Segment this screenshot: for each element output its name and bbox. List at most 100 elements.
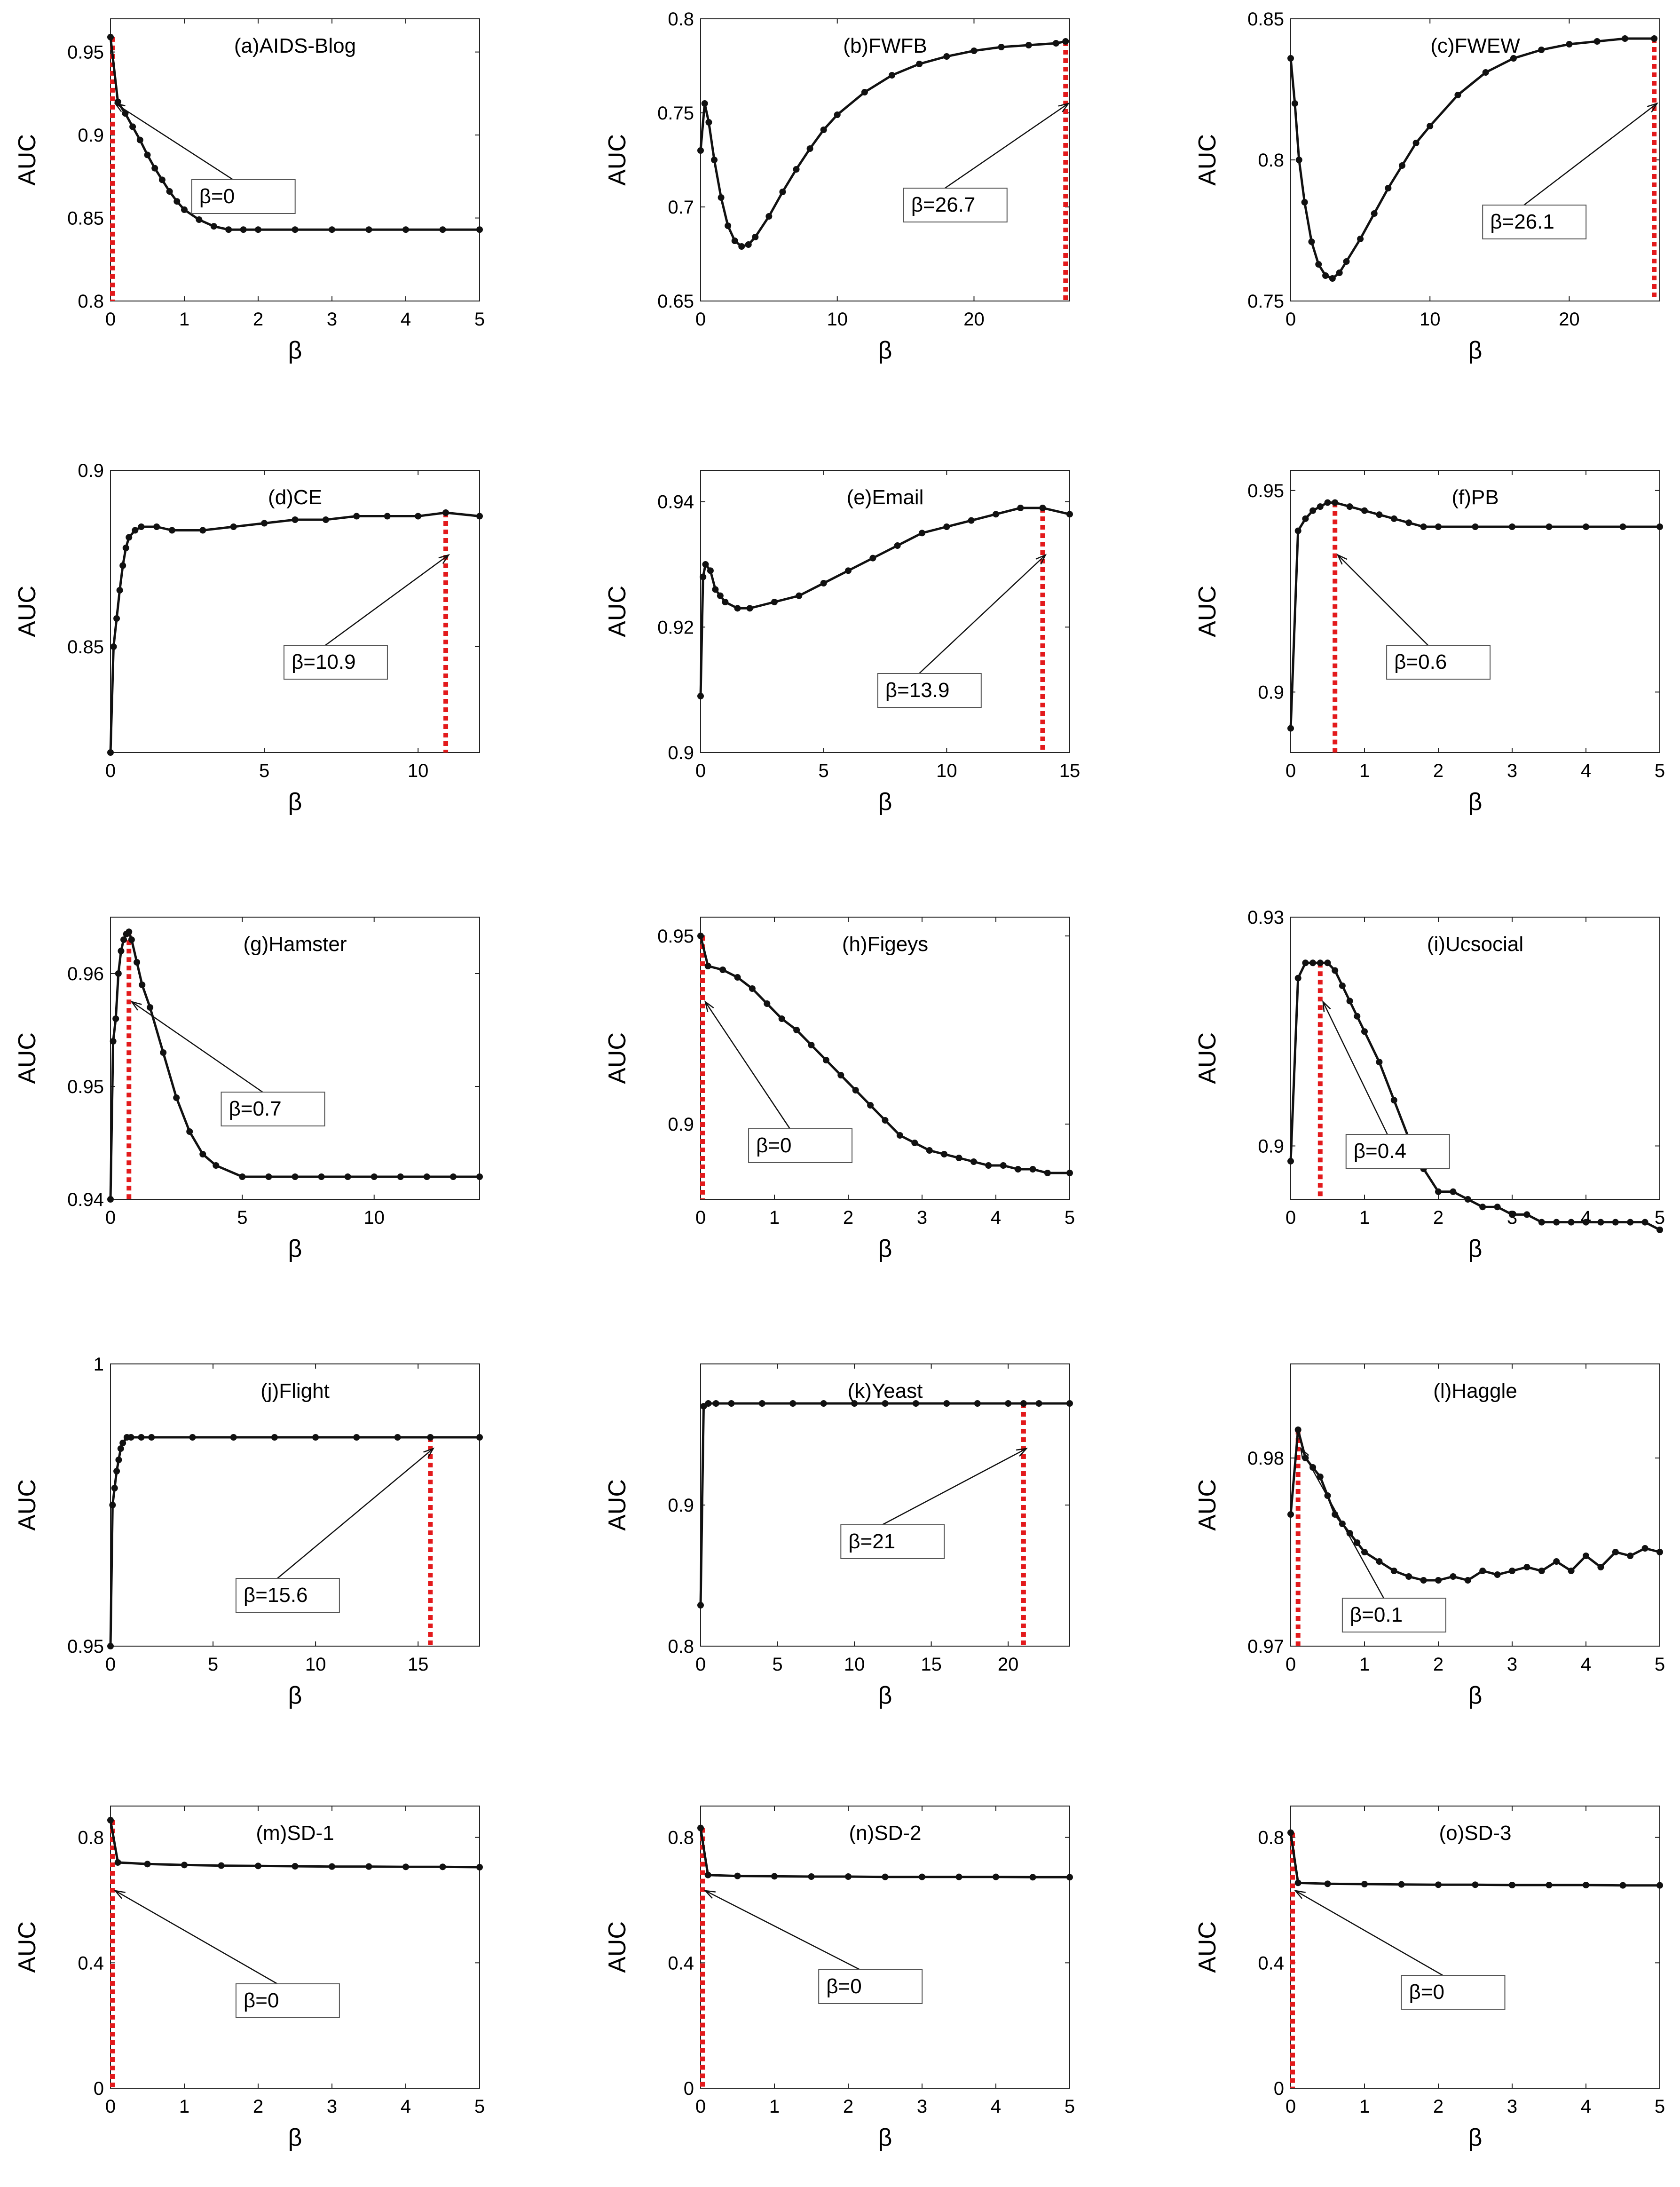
data-point	[265, 1173, 272, 1180]
data-point	[1464, 1196, 1471, 1203]
annotation-label: β=0.6	[1394, 650, 1447, 674]
x-tick-label: 0	[695, 1207, 706, 1228]
annotation-label: β=21	[848, 1530, 895, 1553]
data-point	[394, 1434, 401, 1441]
x-tick-label: 2	[1433, 2096, 1443, 2117]
x-tick-label: 5	[1655, 1654, 1665, 1675]
y-tick-label: 0.8	[668, 1636, 694, 1657]
data-point	[943, 1400, 950, 1407]
data-point	[1509, 1882, 1515, 1888]
x-tick-label: 5	[1065, 1207, 1075, 1228]
plot-area	[110, 470, 480, 753]
data-point	[697, 1602, 704, 1609]
data-point	[719, 967, 726, 973]
data-point	[861, 89, 868, 95]
data-point	[845, 1873, 852, 1880]
x-tick-label: 0	[1286, 761, 1296, 781]
data-point	[1621, 35, 1628, 42]
data-point	[1294, 1426, 1301, 1433]
y-tick-label: 0.75	[1247, 291, 1284, 312]
data-point	[796, 592, 803, 599]
data-point	[1315, 261, 1322, 268]
data-point	[117, 1445, 124, 1452]
data-point	[1329, 275, 1336, 282]
y-tick-label: 0.75	[657, 103, 694, 124]
annotation-arrow	[882, 1448, 1027, 1526]
data-point	[705, 119, 712, 126]
annotation-label: β=15.6	[244, 1584, 308, 1607]
plot-area	[700, 470, 1070, 753]
annotation-box	[191, 179, 296, 214]
data-point	[1020, 1400, 1027, 1407]
data-point	[1339, 982, 1346, 989]
data-point	[115, 970, 122, 977]
annotation-arrow	[1295, 1890, 1443, 1976]
annotation-arrowhead	[704, 1000, 714, 1012]
chart-title: (d)CE	[268, 486, 322, 509]
data-point	[746, 605, 753, 612]
data-point	[1066, 1400, 1073, 1407]
data-point	[1494, 1571, 1501, 1578]
data-point	[1435, 1881, 1442, 1888]
data-point	[970, 48, 978, 54]
y-axis-label: AUC	[1194, 1479, 1221, 1531]
data-point	[749, 985, 756, 992]
data-point	[1039, 505, 1046, 511]
x-axis-label: β	[1468, 337, 1483, 364]
y-tick-label: 0.9	[1258, 682, 1284, 703]
annotation-label: β=0	[756, 1134, 791, 1157]
data-point	[439, 1863, 446, 1870]
data-point	[151, 165, 158, 172]
data-point	[955, 1873, 962, 1880]
annotation-box	[903, 188, 1008, 222]
data-point	[181, 206, 188, 213]
annotation-arrow	[115, 1890, 278, 1985]
x-tick-label: 5	[237, 1207, 247, 1228]
data-point	[1651, 35, 1658, 42]
data-point	[122, 545, 129, 551]
x-axis-label: β	[1468, 788, 1483, 816]
data-point	[771, 599, 778, 605]
y-tick-label: 0.7	[668, 197, 694, 218]
data-point	[132, 527, 139, 534]
y-tick-label: 0.96	[67, 964, 104, 984]
data-point	[1066, 1874, 1073, 1881]
data-point	[919, 530, 925, 537]
data-point	[1627, 1219, 1634, 1226]
data-point	[1317, 503, 1324, 510]
data-point	[442, 509, 450, 516]
annotation-arrowhead	[1035, 554, 1047, 565]
data-point	[1510, 55, 1517, 62]
x-tick-label: 0	[1286, 2096, 1296, 2117]
annotation-arrowhead	[1294, 1890, 1306, 1899]
data-point	[1553, 1219, 1560, 1226]
x-tick-label: 3	[327, 309, 337, 330]
data-point	[1322, 272, 1329, 279]
data-point	[919, 1873, 925, 1880]
plot-area	[700, 1363, 1070, 1647]
y-axis-label: AUC	[604, 586, 631, 637]
data-point	[1324, 1880, 1331, 1887]
data-point	[1427, 123, 1434, 129]
data-point	[230, 523, 237, 530]
annotation-arrow	[1300, 1448, 1384, 1599]
data-point	[1301, 199, 1308, 206]
annotation-arrow	[115, 103, 234, 181]
data-point	[371, 1173, 378, 1180]
annotation-box	[1386, 645, 1491, 680]
x-axis-label: β	[288, 1682, 302, 1709]
chart-title: (e)Email	[847, 486, 924, 509]
y-tick-label: 0.9	[1258, 1136, 1284, 1157]
data-point	[1346, 998, 1353, 1005]
data-point	[168, 527, 175, 534]
data-point	[912, 1400, 919, 1407]
data-point	[138, 523, 145, 530]
data-point	[1361, 1881, 1368, 1887]
data-point	[136, 136, 143, 143]
y-tick-label: 0.8	[1258, 1828, 1284, 1848]
data-point	[144, 1861, 151, 1868]
annotation-label: β=0.7	[229, 1097, 282, 1120]
chart-panel-11: 0 5 10 15 20 0.8 0.9 β AUC (k)Yeast β=21	[604, 1363, 1073, 1709]
data-point	[126, 534, 133, 541]
